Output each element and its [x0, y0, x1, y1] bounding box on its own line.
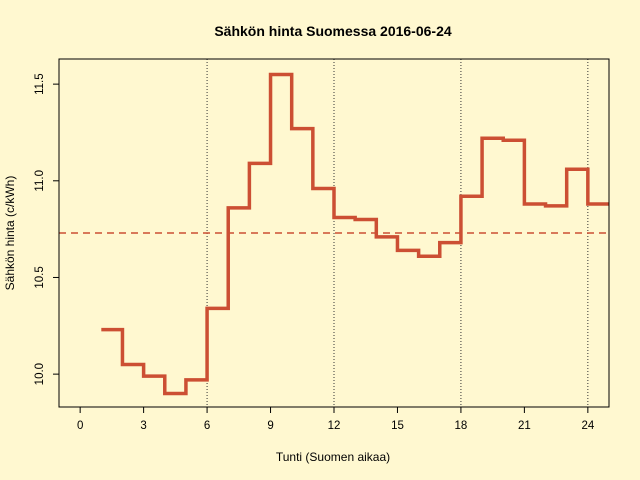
- x-tick-label: 12: [328, 420, 341, 432]
- y-tick-label: 10.0: [34, 363, 46, 385]
- chart-title: Sähkön hinta Suomessa 2016-06-24: [214, 23, 452, 39]
- x-tick-label: 18: [455, 420, 468, 432]
- x-tick-label: 15: [391, 420, 404, 432]
- x-tick-label: 21: [518, 420, 531, 432]
- x-tick-label: 24: [581, 420, 594, 432]
- y-axis: 10.0 10.5 11.0 11.5: [34, 73, 59, 385]
- y-tick-label: 10.5: [34, 266, 46, 288]
- x-tick-label: 6: [204, 420, 210, 432]
- y-tick-label: 11.5: [34, 73, 46, 95]
- x-axis: 0 3 6 9 12 15 18 21 24: [77, 407, 595, 432]
- x-axis-label: Tunti (Suomen aikaa): [276, 450, 390, 464]
- y-tick-label: 11.0: [34, 170, 46, 192]
- x-tick-label: 0: [77, 420, 83, 432]
- x-tick-label: 3: [140, 420, 146, 432]
- price-step-line: [101, 72, 609, 396]
- x-tick-label: 9: [267, 420, 273, 432]
- y-axis-label: Sähkön hinta (c/kWh): [3, 176, 17, 291]
